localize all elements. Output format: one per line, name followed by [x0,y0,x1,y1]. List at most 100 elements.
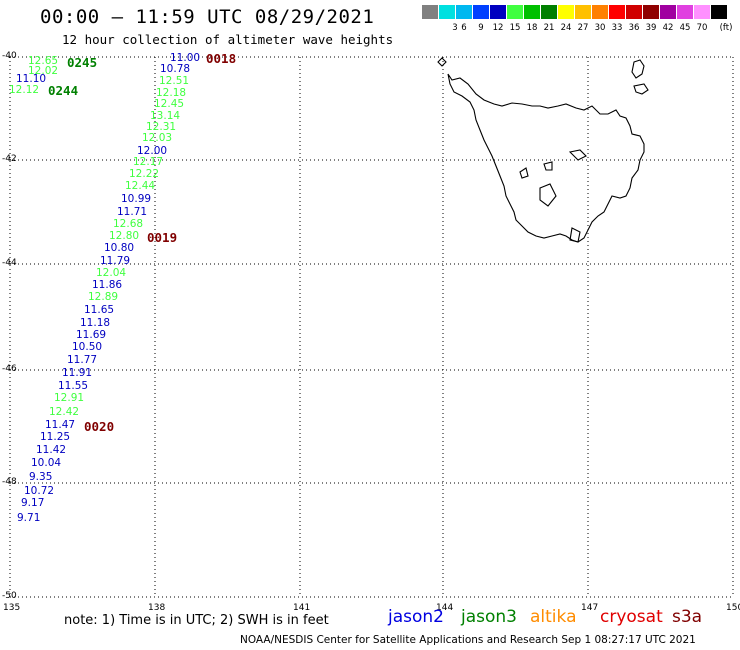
swh-value: 12.12 [9,84,40,96]
scale-tick-label: 42 [662,23,674,33]
scale-swatch [541,5,557,19]
longitude-label: 150 [726,603,740,613]
scale-swatch [609,5,625,19]
tasmania-coastline [437,57,649,243]
pass-time: 0019 [147,230,178,245]
scale-tick-label: 6 [461,23,467,33]
scale-swatch [473,5,489,19]
swh-value: 12.89 [88,291,119,303]
scale-tick-label: 36 [628,23,640,33]
scale-tick-label: 70 [696,23,708,33]
latitude-label: -46 [2,364,17,374]
swh-value: 11.47 [45,419,76,431]
latitude-label: -48 [2,477,17,487]
satellite-legend-s3a: s3a [672,607,703,627]
scale-tick-label: 39 [645,23,657,33]
longitude-label: 138 [148,603,166,613]
scale-swatch [507,5,523,19]
swh-value: 12.22 [129,168,160,180]
lake-2 [539,183,557,207]
swh-value: 9.17 [21,497,45,509]
scale-tick-label: 30 [594,23,606,33]
swh-value: 12.42 [49,406,80,418]
longitude-label: 147 [581,603,599,613]
scale-swatch [694,5,710,19]
latitude-label: -40 [2,51,17,61]
pass-time: 0018 [206,51,237,66]
swh-value: 11.71 [117,206,148,218]
scale-tick-label: 3 [452,23,458,33]
satellite-legend-jason2: jason2 [388,607,444,627]
swh-value: 12.80 [109,230,140,242]
swh-value: 12.18 [156,87,187,99]
swh-value: 11.10 [16,73,47,85]
swh-value: 12.91 [54,392,85,404]
scale-swatch [643,5,659,19]
scale-swatch [558,5,574,19]
swh-value: 12.68 [113,218,144,230]
latitude-label: -44 [2,258,17,268]
latitude-label: -50 [2,591,17,601]
swh-value: 11.69 [76,329,107,341]
swh-value: 10.78 [160,63,191,75]
swh-value: 12.17 [133,156,164,168]
pass-time: 0244 [48,83,79,98]
swh-value: 11.18 [80,317,111,329]
swh-value: 12.02 [28,65,59,77]
swh-value: 12.04 [96,267,127,279]
swh-value: 11.42 [36,444,67,456]
scale-tick-label: 45 [679,23,691,33]
scale-swatch [456,5,472,19]
chart-subtitle: 12 hour collection of altimeter wave hei… [62,32,394,47]
lake-4 [543,161,553,171]
swh-value: 13.14 [150,110,181,122]
swh-value: 10.99 [121,193,152,205]
swh-value: 12.45 [154,98,185,110]
longitude-label: 135 [3,603,21,613]
cape-barren-island [633,83,649,95]
swh-value: 11.00 [170,52,201,64]
swh-value: 10.04 [31,457,62,469]
pass-time: 0020 [84,419,115,434]
tasmania-main-island [447,73,645,243]
swh-value: 10.80 [104,242,135,254]
scale-tick-label: 15 [509,23,521,33]
scale-swatch [524,5,540,19]
scale-swatch [677,5,693,19]
longitude-label: 144 [436,603,454,613]
scale-swatch [592,5,608,19]
swh-value: 11.79 [100,255,131,267]
swh-value: 11.65 [84,304,115,316]
swh-value: 11.91 [62,367,93,379]
swh-value: 11.86 [92,279,123,291]
scale-tick-label: 18 [526,23,538,33]
scale-tick-label: 33 [611,23,623,33]
footnote: note: 1) Time is in UTC; 2) SWH is in fe… [64,613,329,628]
scale-swatch [575,5,591,19]
swh-value: 12.31 [146,121,177,133]
scale-swatch [711,5,727,19]
lake-3 [519,167,529,179]
flinders-island [631,59,645,79]
scale-swatch [490,5,506,19]
scale-swatch [422,5,438,19]
swh-value: 12.03 [142,132,173,144]
satellite-legend-altika: altika [530,607,577,627]
swh-value: 10.72 [24,485,55,497]
swh-value: 12.51 [159,75,190,87]
scale-swatch [439,5,455,19]
swh-value: 11.77 [67,354,98,366]
credit-line: NOAA/NESDIS Center for Satellite Applica… [240,634,696,646]
swh-value: 9.71 [17,512,41,524]
swh-value: 9.35 [29,471,53,483]
bruny-island [569,227,581,243]
scale-tick-label: 24 [560,23,572,33]
pass-time: 0245 [67,55,98,70]
scale-swatch [660,5,676,19]
scale-swatch [626,5,642,19]
scale-tick-label: 27 [577,23,589,33]
swh-value: 12.44 [125,180,156,192]
swh-value: 10.50 [72,341,103,353]
longitude-label: 141 [293,603,311,613]
